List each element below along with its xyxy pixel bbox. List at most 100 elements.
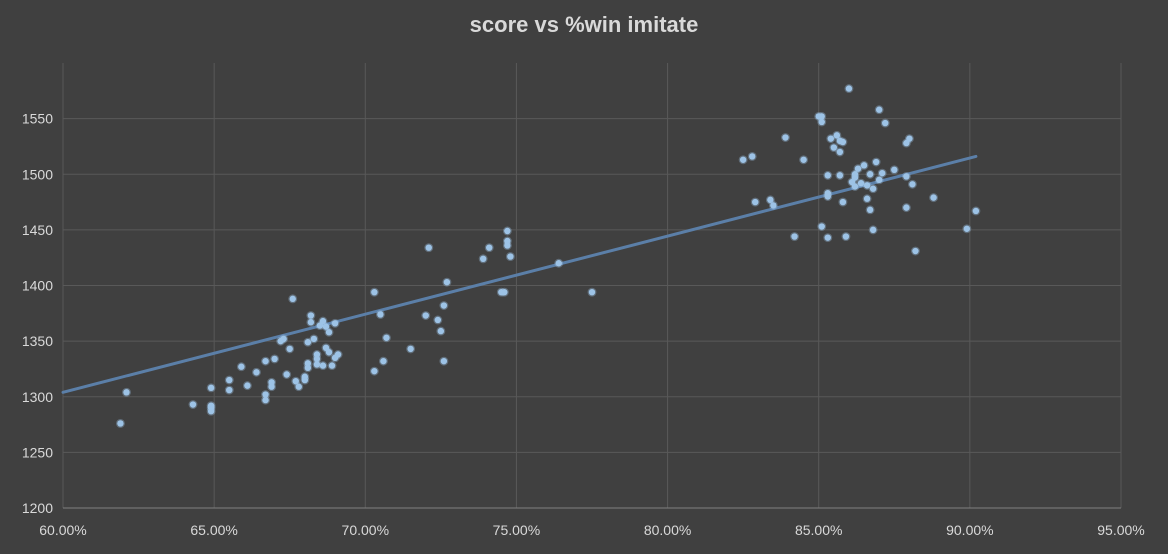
data-point: [330, 318, 340, 328]
data-point: [877, 168, 887, 178]
data-point: [224, 375, 234, 385]
data-point: [829, 143, 839, 153]
chart-title: score vs %win imitate: [469, 12, 699, 37]
data-point: [324, 347, 334, 357]
data-point: [817, 222, 827, 231]
data-point: [738, 155, 748, 165]
data-point: [282, 370, 292, 379]
data-point: [835, 170, 845, 180]
data-point: [261, 395, 270, 405]
data-point: [799, 155, 809, 165]
data-point: [439, 301, 449, 310]
data-point: [838, 137, 848, 147]
data-point: [790, 232, 799, 242]
data-point: [874, 175, 884, 185]
data-point: [206, 383, 216, 393]
data-point: [306, 311, 316, 320]
data-point: [369, 366, 379, 376]
data-point: [554, 258, 564, 268]
data-point: [224, 385, 234, 395]
data-point: [835, 147, 845, 157]
data-point: [236, 362, 246, 372]
data-point: [971, 206, 981, 216]
y-tick-label: 1550: [22, 111, 53, 127]
data-point: [901, 203, 911, 213]
data-point: [270, 354, 280, 364]
data-point: [291, 376, 301, 386]
data-point: [327, 361, 337, 371]
data-point: [880, 118, 890, 128]
trendline-group: [61, 154, 978, 394]
data-point: [318, 361, 328, 371]
data-point: [499, 287, 509, 297]
y-axis-ticks: 1200 1250 1300 1350 1400 1450 1500 1550: [22, 111, 53, 516]
gridlines: [62, 63, 1122, 509]
data-point: [817, 117, 827, 127]
y-tick-label: 1500: [22, 166, 53, 182]
data-point: [750, 197, 760, 207]
data-point: [324, 327, 334, 337]
data-point: [433, 315, 443, 325]
x-tick-label: 70.00%: [342, 522, 389, 538]
data-point: [375, 309, 385, 319]
y-tick-label: 1350: [22, 333, 53, 349]
data-point: [122, 387, 131, 397]
data-point: [781, 133, 790, 142]
data-point: [188, 400, 198, 409]
x-tick-label: 90.00%: [946, 522, 993, 538]
data-point: [333, 350, 343, 359]
data-point: [823, 233, 833, 243]
data-point: [962, 224, 972, 234]
data-point: [505, 252, 515, 262]
data-point: [874, 105, 884, 115]
data-point: [871, 157, 881, 167]
x-tick-label: 65.00%: [190, 522, 237, 538]
data-point: [901, 172, 911, 181]
data-point: [439, 356, 449, 366]
data-point: [889, 165, 899, 175]
data-point: [823, 170, 833, 180]
data-point: [502, 236, 512, 246]
data-point: [859, 160, 869, 170]
data-point: [285, 344, 295, 354]
data-point: [303, 337, 313, 347]
data-point: [484, 243, 494, 253]
data-point: [261, 356, 270, 366]
data-point: [850, 169, 860, 179]
x-tick-label: 85.00%: [795, 522, 842, 538]
data-point: [421, 311, 431, 320]
data-point: [478, 254, 488, 264]
data-point: [442, 277, 452, 287]
data-point: [865, 169, 875, 179]
data-point: [252, 367, 261, 377]
data-point: [378, 356, 388, 366]
data-point: [294, 382, 304, 392]
x-tick-label: 95.00%: [1097, 522, 1144, 538]
y-tick-label: 1400: [22, 278, 53, 294]
data-point: [868, 184, 878, 194]
data-point: [907, 179, 917, 189]
y-tick-label: 1300: [22, 389, 53, 405]
data-point: [242, 381, 252, 391]
data-point: [321, 322, 331, 332]
data-point: [206, 406, 216, 416]
y-tick-label: 1250: [22, 444, 53, 460]
x-axis-ticks: 60.00% 65.00% 70.00% 75.00% 80.00% 85.00% 90.0…: [39, 522, 1144, 538]
data-point: [369, 287, 379, 297]
data-point: [841, 232, 851, 242]
data-point: [406, 344, 416, 354]
data-point: [288, 294, 298, 304]
data-point: [300, 372, 310, 382]
data-point: [856, 178, 866, 188]
data-point: [850, 182, 860, 191]
data-point: [929, 193, 939, 203]
data-point: [904, 134, 914, 144]
data-point: [303, 358, 313, 368]
data-point: [267, 382, 277, 392]
x-tick-label: 75.00%: [493, 522, 540, 538]
data-point: [823, 188, 833, 198]
data-point: [838, 197, 848, 207]
trendline: [61, 154, 978, 394]
